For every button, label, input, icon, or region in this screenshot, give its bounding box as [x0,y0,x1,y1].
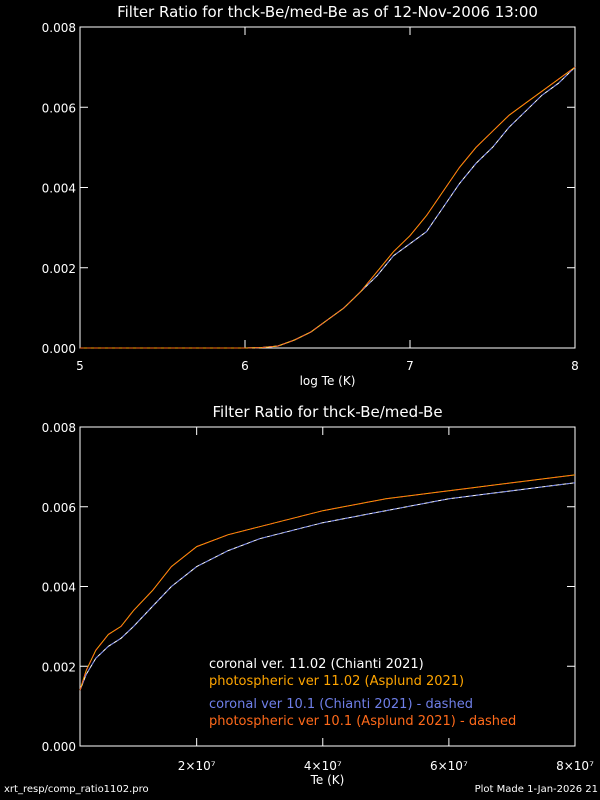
y-tick-label: 0.000 [42,342,76,356]
x-axis-label: log Te (K) [300,374,356,388]
footer-plot-date: Plot Made 1-Jan-2026 21 [474,784,598,795]
series-line [80,66,576,349]
x-tick-label: 7 [406,359,414,373]
y-tick-label: 0.004 [42,182,76,196]
x-tick-label: 4×10⁷ [304,759,342,773]
y-tick-label: 0.008 [42,421,76,435]
footer-program-name: xrt_resp/comp_ratio1102.pro [4,784,149,795]
chart-title: Filter Ratio for thck-Be/med-Be [212,403,442,421]
legend-entry: coronal ver 10.1 (Chianti 2021) - dashed [209,697,473,712]
y-tick-label: 0.006 [42,501,76,515]
series-line [79,482,576,691]
plot-frame [79,26,576,349]
legend-entry: photospheric ver 11.02 (Asplund 2021) [209,674,464,689]
y-tick-label: 0.008 [42,21,76,35]
legend-entry: coronal ver. 11.02 (Chianti 2021) [209,657,424,672]
y-tick-label: 0.002 [42,660,76,674]
series-line [80,66,576,349]
x-tick-label: 6×10⁷ [430,759,468,773]
series-line [80,66,576,349]
x-tick-label: 8 [571,359,579,373]
y-tick-label: 0.000 [42,740,76,754]
x-axis-label: Te (K) [310,773,345,787]
legend-entry: photospheric ver 10.1 (Asplund 2021) - d… [209,714,516,729]
series-line [80,66,576,349]
y-tick-label: 0.004 [42,581,76,595]
x-tick-label: 6 [241,359,249,373]
y-tick-label: 0.006 [42,101,76,115]
y-tick-label: 0.002 [42,262,76,276]
x-tick-label: 8×10⁷ [556,759,594,773]
chart-title: Filter Ratio for thck-Be/med-Be as of 12… [117,3,538,21]
x-tick-label: 2×10⁷ [178,759,216,773]
x-tick-label: 5 [76,359,84,373]
series-line [79,474,576,691]
